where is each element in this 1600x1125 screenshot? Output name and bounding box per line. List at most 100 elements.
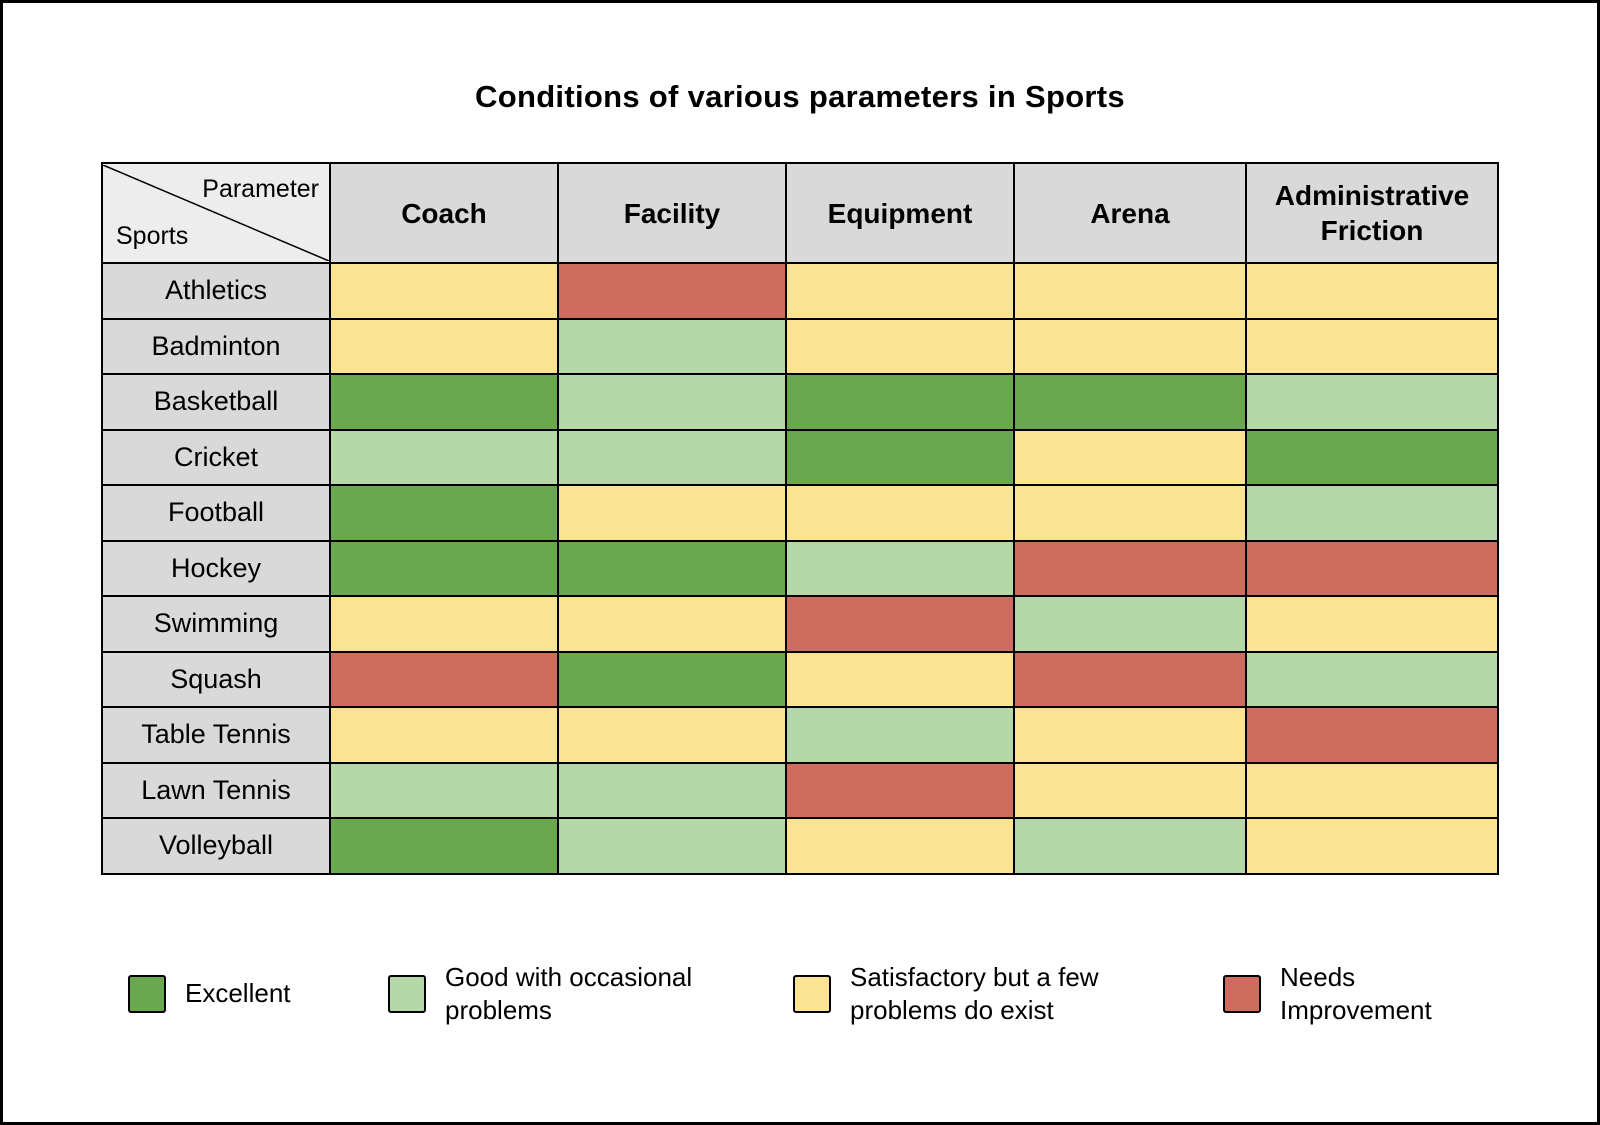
cell-football-facility [557, 484, 787, 542]
legend-item-needs_improvement: Needs Improvement [1223, 961, 1465, 1028]
legend-item-satisfactory: Satisfactory but a few problems do exist [793, 961, 1223, 1028]
table-row: Basketball [101, 373, 1499, 431]
column-header-administrative-friction: Administrative Friction [1245, 162, 1499, 264]
cell-hockey-equipment [785, 539, 1015, 597]
cell-cricket-arena [1013, 428, 1247, 486]
cell-swimming-administrative-friction [1245, 595, 1499, 653]
cell-volleyball-facility [557, 817, 787, 875]
cell-cricket-equipment [785, 428, 1015, 486]
table-row: Hockey [101, 539, 1499, 597]
cell-basketball-equipment [785, 373, 1015, 431]
cell-football-equipment [785, 484, 1015, 542]
cell-swimming-arena [1013, 595, 1247, 653]
cell-table-tennis-administrative-friction [1245, 706, 1499, 764]
cell-basketball-coach [329, 373, 559, 431]
legend-swatch-satisfactory [793, 974, 831, 1013]
cell-athletics-arena [1013, 262, 1247, 320]
cell-table-tennis-coach [329, 706, 559, 764]
cell-athletics-administrative-friction [1245, 262, 1499, 320]
cell-volleyball-coach [329, 817, 559, 875]
table-row: Swimming [101, 595, 1499, 653]
cell-badminton-facility [557, 317, 787, 375]
cell-cricket-administrative-friction [1245, 428, 1499, 486]
sport-label-football: Football [101, 484, 331, 542]
legend-label-good: Good with occasional problems [445, 961, 693, 1025]
cell-squash-administrative-friction [1245, 650, 1499, 708]
sport-label-table-tennis: Table Tennis [101, 706, 331, 764]
cell-athletics-equipment [785, 262, 1015, 320]
cell-cricket-facility [557, 428, 787, 486]
cell-volleyball-equipment [785, 817, 1015, 875]
column-header-facility: Facility [557, 162, 787, 264]
cell-lawn-tennis-equipment [785, 761, 1015, 819]
cell-cricket-coach [329, 428, 559, 486]
column-header-arena: Arena [1013, 162, 1247, 264]
cell-badminton-administrative-friction [1245, 317, 1499, 375]
cell-swimming-coach [329, 595, 559, 653]
legend-item-good: Good with occasional problems [388, 961, 793, 1028]
cell-squash-facility [557, 650, 787, 708]
heatmap-table: Parameter Sports Coach Facility Equipment A… [101, 162, 1499, 875]
cell-swimming-equipment [785, 595, 1015, 653]
legend-label-needs_improvement: Needs Improvement [1280, 961, 1432, 1025]
legend-item-excellent: Excellent [128, 974, 388, 1013]
cell-hockey-administrative-friction [1245, 539, 1499, 597]
sport-label-badminton: Badminton [101, 317, 331, 375]
table-row: Squash [101, 650, 1499, 708]
corner-cell: Parameter Sports [101, 162, 331, 264]
cell-hockey-arena [1013, 539, 1247, 597]
cell-badminton-arena [1013, 317, 1247, 375]
table-row: Table Tennis [101, 706, 1499, 764]
chart-title: Conditions of various parameters in Spor… [475, 79, 1125, 114]
cell-table-tennis-arena [1013, 706, 1247, 764]
cell-badminton-coach [329, 317, 559, 375]
corner-inner: Parameter Sports [103, 165, 329, 261]
cell-football-coach [329, 484, 559, 542]
cell-volleyball-administrative-friction [1245, 817, 1499, 875]
cell-hockey-coach [329, 539, 559, 597]
cell-basketball-arena [1013, 373, 1247, 431]
cell-basketball-facility [557, 373, 787, 431]
sport-label-lawn-tennis: Lawn Tennis [101, 761, 331, 819]
table-row: Lawn Tennis [101, 761, 1499, 819]
table-row: Badminton [101, 317, 1499, 375]
corner-label-sports: Sports [116, 221, 189, 250]
cell-lawn-tennis-administrative-friction [1245, 761, 1499, 819]
cell-swimming-facility [557, 595, 787, 653]
sport-label-hockey: Hockey [101, 539, 331, 597]
cell-squash-arena [1013, 650, 1247, 708]
table-body: Athletics Badminton Basketball Cricket Footb… [101, 262, 1499, 875]
cell-football-arena [1013, 484, 1247, 542]
cell-squash-coach [329, 650, 559, 708]
cell-lawn-tennis-arena [1013, 761, 1247, 819]
sport-label-volleyball: Volleyball [101, 817, 331, 875]
sport-label-squash: Squash [101, 650, 331, 708]
sport-label-swimming: Swimming [101, 595, 331, 653]
column-header-equipment: Equipment [785, 162, 1015, 264]
table-row: Football [101, 484, 1499, 542]
table-row: Athletics [101, 262, 1499, 320]
cell-lawn-tennis-facility [557, 761, 787, 819]
legend-swatch-excellent [128, 974, 166, 1013]
cell-volleyball-arena [1013, 817, 1247, 875]
corner-label-parameter: Parameter [202, 175, 319, 203]
cell-football-administrative-friction [1245, 484, 1499, 542]
cell-basketball-administrative-friction [1245, 373, 1499, 431]
legend-label-satisfactory: Satisfactory but a few problems do exist [850, 961, 1099, 1025]
legend-swatch-good [388, 974, 426, 1013]
cell-table-tennis-facility [557, 706, 787, 764]
sport-label-athletics: Athletics [101, 262, 331, 320]
column-header-coach: Coach [329, 162, 559, 264]
legend-swatch-needs_improvement [1223, 974, 1261, 1013]
cell-lawn-tennis-coach [329, 761, 559, 819]
cell-athletics-coach [329, 262, 559, 320]
cell-table-tennis-equipment [785, 706, 1015, 764]
cell-squash-equipment [785, 650, 1015, 708]
cell-athletics-facility [557, 262, 787, 320]
diagonal-divider-icon [103, 165, 329, 261]
sport-label-basketball: Basketball [101, 373, 331, 431]
table-row: Cricket [101, 428, 1499, 486]
cell-badminton-equipment [785, 317, 1015, 375]
table-row: Volleyball [101, 817, 1499, 875]
